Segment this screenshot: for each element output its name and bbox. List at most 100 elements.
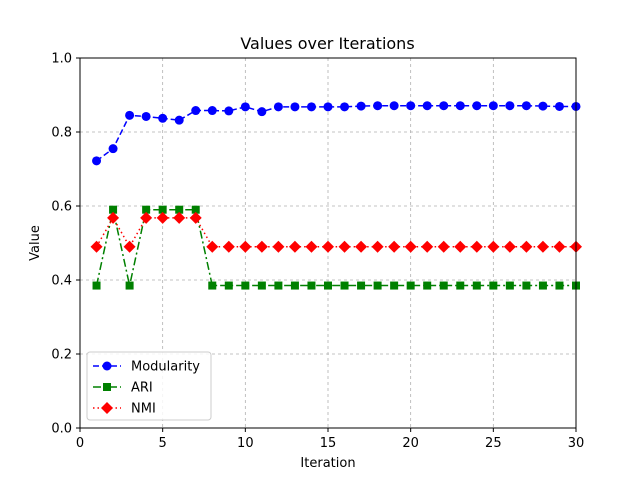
nmi-point [322,240,334,253]
modularity-point [505,101,515,111]
ari-point [505,281,514,290]
y-tick-label: 0.4 [51,274,72,289]
ari-point [257,281,266,290]
ari-point [489,281,498,290]
modularity-point [207,106,217,116]
nmi-point [107,211,120,224]
nmi-point [255,240,268,253]
nmi-point [520,240,533,253]
nmi-point [421,240,434,253]
ari-point [406,281,415,290]
modularity-point [521,101,531,111]
ari-point [224,281,233,290]
ari-point [158,205,167,214]
modularity-point [306,102,316,112]
nmi-point [140,211,153,224]
series-nmi [90,211,582,253]
modularity-point [373,101,383,111]
modularity-point [422,101,432,111]
nmi-point [355,240,368,253]
y-tick-label: 1.0 [51,52,72,67]
modularity-point [340,102,350,112]
ari-point [439,281,448,290]
nmi-line [95,216,576,249]
ari-point [274,281,283,290]
nmi-point [371,240,384,253]
ari-point [307,281,316,290]
ari-point [290,281,299,290]
modularity-point [455,101,465,111]
axis-ticks: 0 5 10 15 20 25 30 0.0 0.2 0.4 0.6 0.8 1.0 [51,52,584,452]
x-tick-label: 25 [485,436,502,451]
modularity-point [554,101,564,111]
legend-label: NMI [131,402,156,417]
modularity-line [96,104,576,162]
modularity-point [141,111,151,121]
ari-point [125,281,134,290]
modularity-point [488,101,498,111]
modularity-point [389,101,399,111]
modularity-point [191,106,201,116]
legend-item-nmi: NMI [93,402,156,417]
series-layer [90,101,582,290]
nmi-point [222,240,235,253]
legend-marker [101,402,113,414]
y-axis-label: Value [28,225,43,261]
nmi-point [338,240,351,253]
nmi-point [305,240,318,253]
legend-box [86,351,212,421]
modularity-point [290,102,300,112]
nmi-point [536,240,549,253]
ari-point [241,281,250,290]
nmi-point [156,211,169,224]
ari-point [340,281,349,290]
ari-point [324,281,332,290]
x-tick-label: 0 [76,436,84,451]
ari-point [522,281,531,290]
legend: Modularity ARI NMI [86,351,212,421]
ari-point [390,281,399,290]
chart-title: Values over Iterations [240,34,414,53]
nmi-point [173,211,186,224]
modularity-point [356,101,366,111]
modularity-point [406,101,416,111]
nmi-point [388,240,401,253]
y-tick-label: 0.0 [51,422,72,437]
ari-point [423,281,432,290]
plot-frame [79,57,577,429]
nmi-point [487,240,500,253]
modularity-point [273,102,283,112]
series-ari [92,205,580,290]
nmi-point [454,240,467,253]
modularity-point [472,101,482,111]
nmi-point [404,240,417,253]
y-tick-label: 0.2 [51,348,72,363]
ari-point [92,281,101,290]
ari-point [373,281,382,290]
modularity-point [125,110,135,120]
modularity-point [240,102,250,112]
legend-marker [103,383,111,391]
nmi-point [437,240,450,253]
legend-label: ARI [131,381,153,396]
y-tick-label: 0.6 [51,200,72,215]
ari-point [472,281,481,290]
modularity-point [224,106,234,116]
nmi-point [90,240,103,253]
ari-line [95,208,576,287]
modularity-point [439,101,449,111]
legend-label: Modularity [131,360,200,375]
legend-marker [102,361,112,371]
modularity-point [158,113,168,123]
legend-item-ari: ARI [93,381,153,396]
ari-point [109,205,118,214]
modularity-point [92,156,102,166]
modularity-point [323,102,333,112]
nmi-point [553,240,566,253]
x-tick-label: 20 [402,436,419,451]
modularity-point [257,107,267,117]
ari-point [175,205,184,214]
nmi-point [288,240,301,253]
nmi-point [206,240,219,253]
